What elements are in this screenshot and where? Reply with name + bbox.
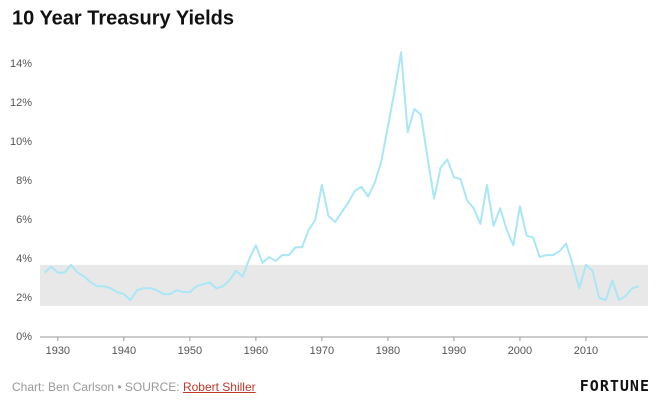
y-tick-label: 4%: [16, 253, 32, 265]
chart: 10 Year Treasury Yields 0% 2% 4% 6% 8% 10% 12%…: [10, 7, 648, 357]
x-tick-label: 1940: [112, 345, 136, 357]
y-tick-label: 2%: [16, 292, 32, 304]
y-tick-label: 8%: [16, 175, 32, 187]
x-tick-label: 1950: [178, 345, 202, 357]
shaded-band: [40, 264, 648, 306]
x-tick-label: 1930: [46, 345, 70, 357]
x-tick-label: 2010: [574, 345, 598, 357]
y-tick-label: 10%: [10, 136, 32, 148]
chart-title: 10 Year Treasury Yields: [12, 7, 234, 29]
y-tick-label: 14%: [10, 58, 32, 70]
y-tick-label: 0%: [16, 331, 32, 343]
y-tick-label: 6%: [16, 214, 32, 226]
line-series: [43, 51, 640, 301]
source-link[interactable]: Robert Shiller: [182, 380, 256, 394]
x-tick-label: 2000: [508, 345, 532, 357]
brand-logo: FORTUNE: [579, 377, 650, 395]
footer-credit: Chart: Ben Carlson • SOURCE: Robert Shil…: [12, 380, 256, 394]
x-tick-label: 1990: [442, 345, 466, 357]
x-tick-label: 1980: [376, 345, 400, 357]
credit: Chart: Ben Carlson • SOURCE:: [12, 380, 183, 394]
x-tick-label: 1960: [244, 345, 268, 357]
x-tick-label: 1970: [310, 345, 334, 357]
y-tick-label: 12%: [10, 97, 32, 109]
